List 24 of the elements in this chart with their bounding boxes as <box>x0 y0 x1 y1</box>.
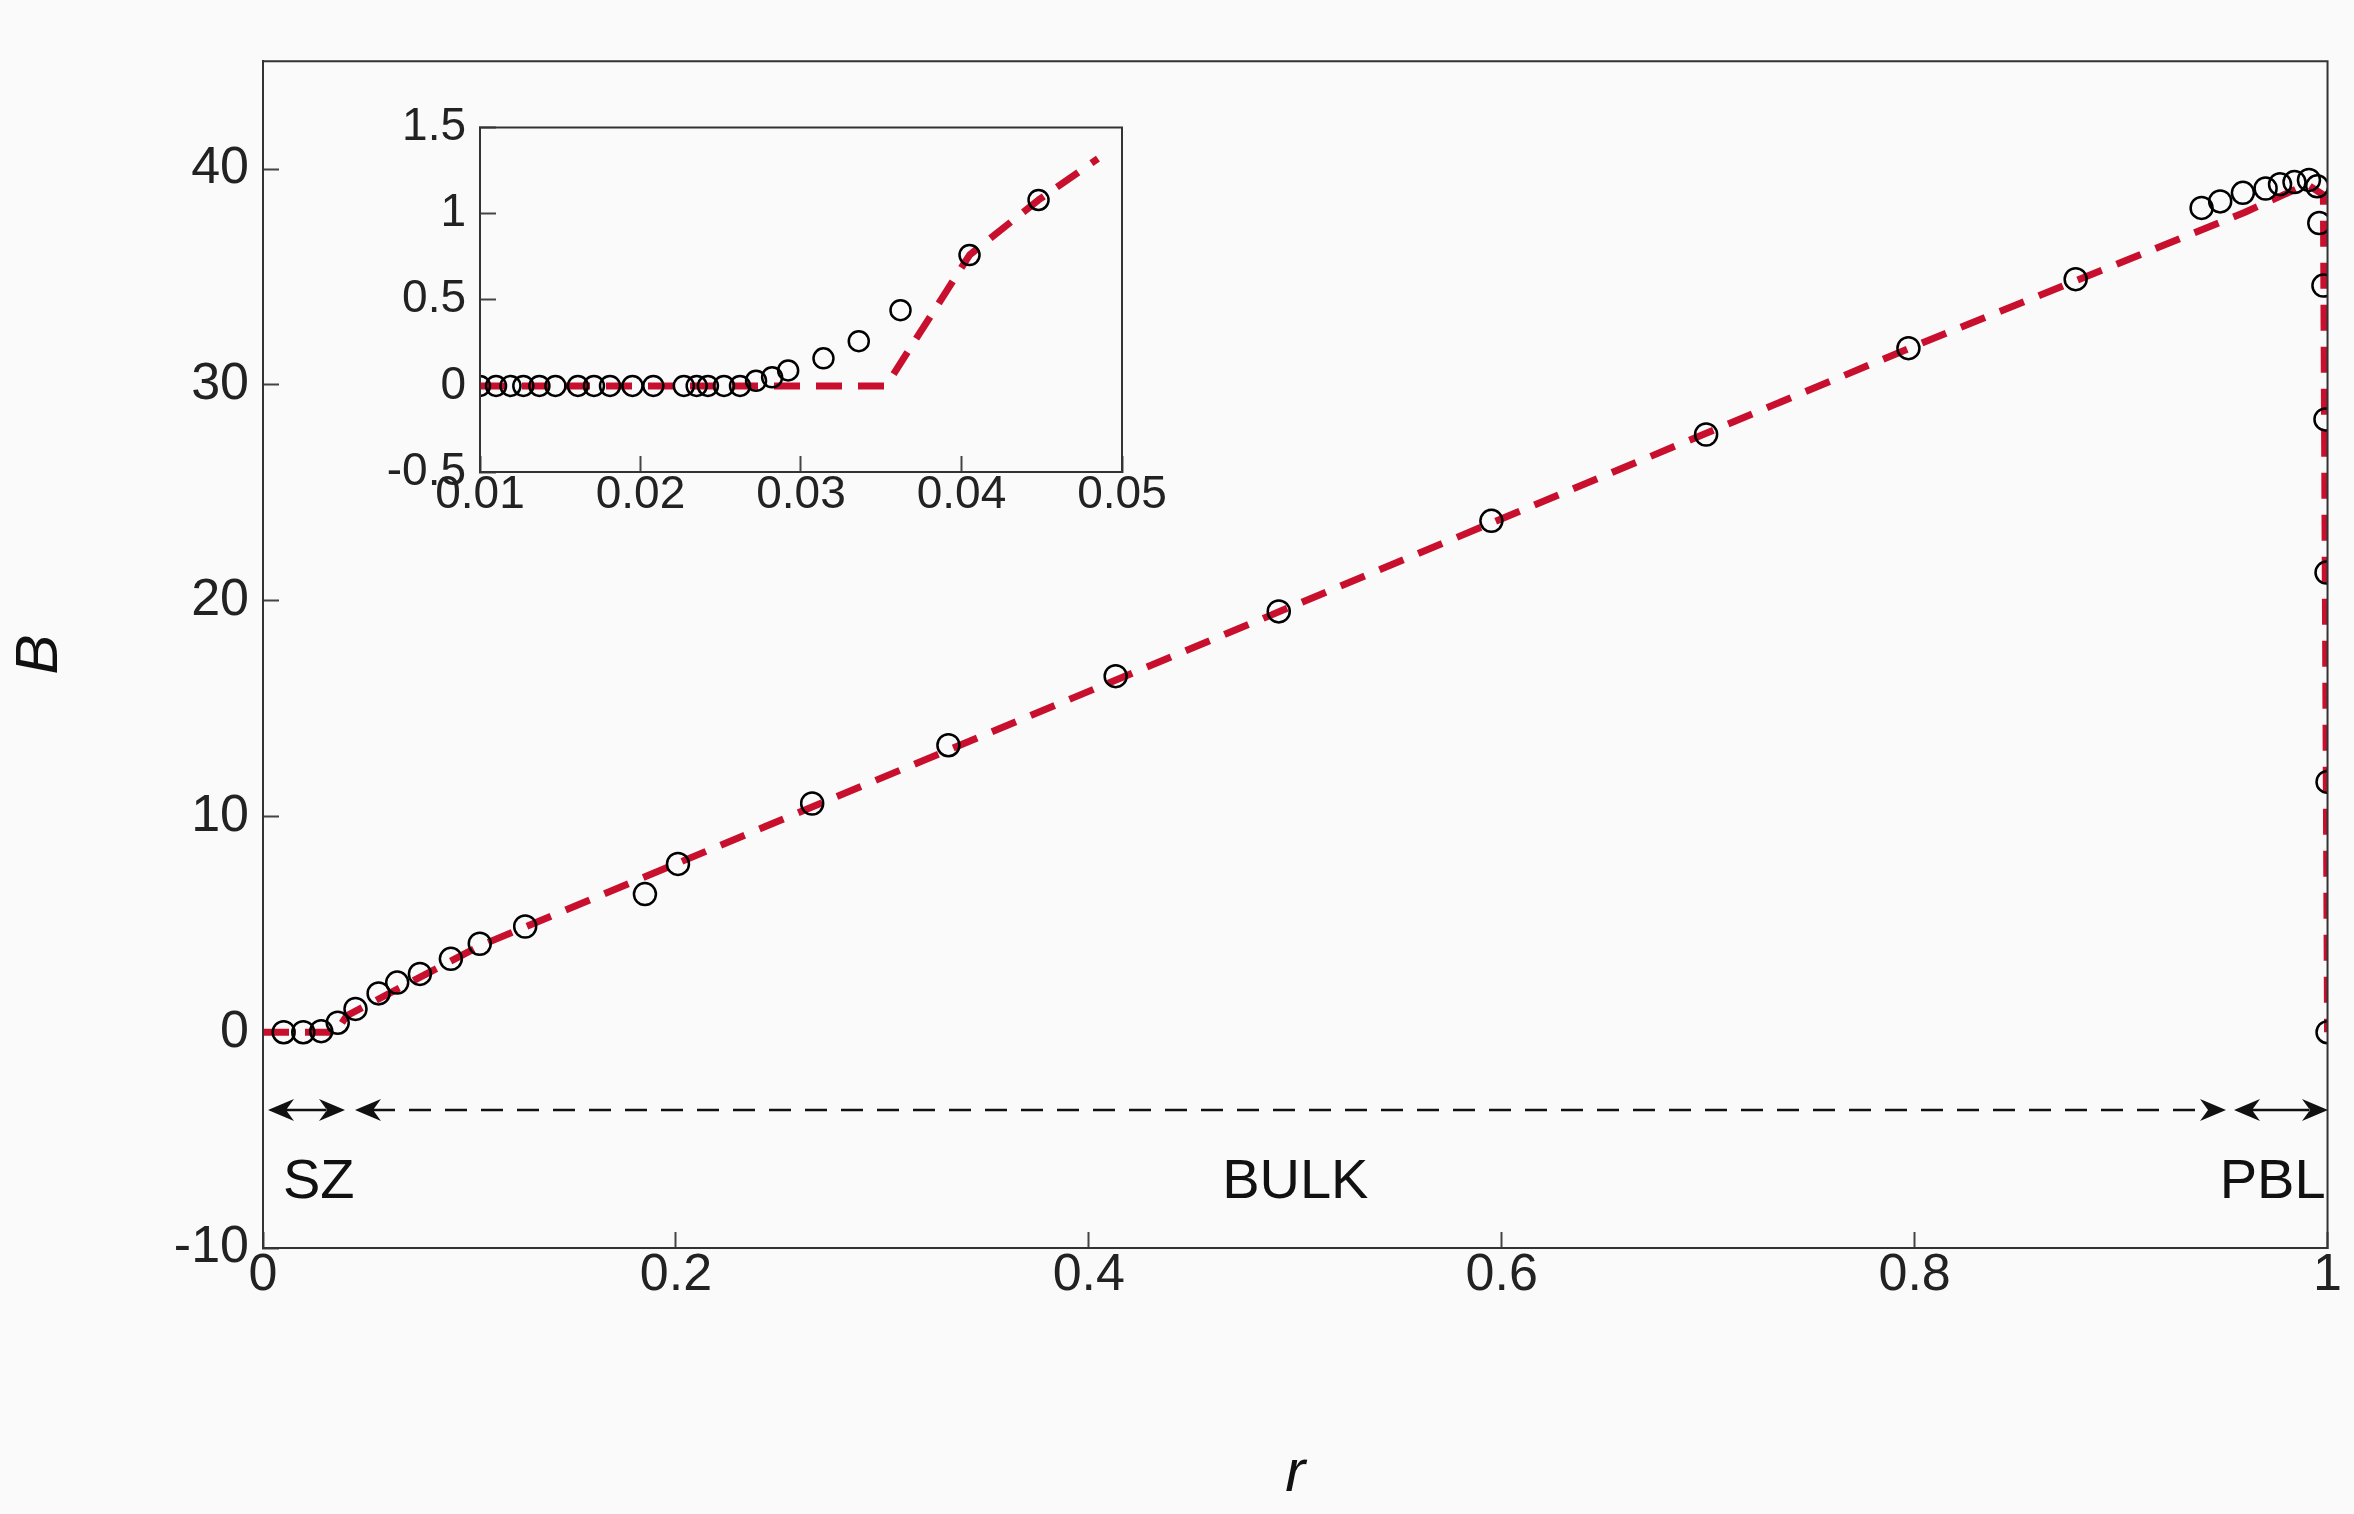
annotation: PBL <box>2219 1147 2326 1211</box>
x-axis-title: r <box>1285 1436 1308 1504</box>
y-tick-label: 10 <box>191 783 249 842</box>
y-tick-label: 30 <box>191 352 249 411</box>
x-tick-label: 0.03 <box>756 466 846 519</box>
x-tick-label: 1 <box>2313 1242 2342 1301</box>
y-tick-label: 1 <box>440 184 466 237</box>
x-tick-label: 0.2 <box>639 1242 713 1301</box>
x-tick-label: 0.6 <box>1465 1242 1538 1301</box>
y-tick-label: -10 <box>173 1215 249 1274</box>
y-tick-label: 0 <box>440 356 466 409</box>
y-tick-label: 40 <box>191 136 249 195</box>
y-axis-title: B <box>2 634 70 675</box>
y-tick-label: 0.5 <box>402 270 466 323</box>
y-tick-label: 1.5 <box>402 98 466 151</box>
annotation: BULK <box>1222 1147 1369 1211</box>
x-tick-label: 0.02 <box>595 466 686 519</box>
y-tick-label: 20 <box>191 568 249 626</box>
y-tick-label: 0 <box>220 999 249 1058</box>
x-tick-label: 0.05 <box>1077 466 1167 519</box>
annotation: SZ <box>282 1147 355 1211</box>
x-tick-label: 0.04 <box>916 466 1007 519</box>
x-tick-label: 0.4 <box>1052 1242 1125 1301</box>
x-tick-label: 0.8 <box>1878 1242 1951 1301</box>
